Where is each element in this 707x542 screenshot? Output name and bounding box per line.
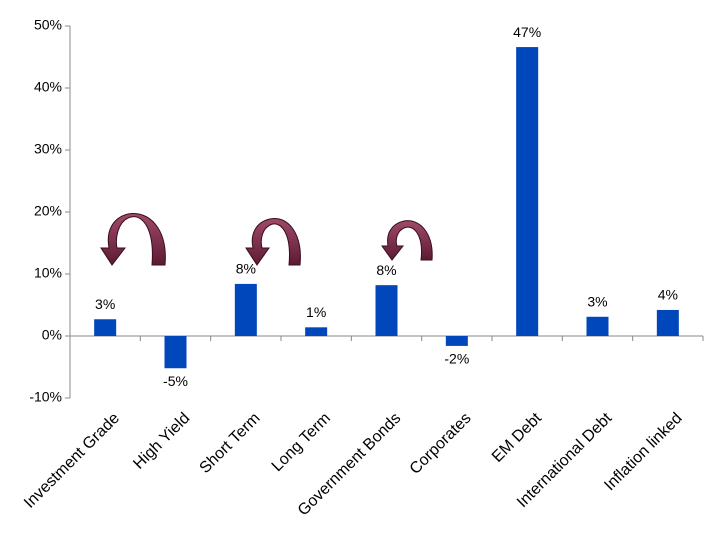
x-tick-label: EM Debt [489,409,545,465]
x-tick-label: Long Term [269,410,334,475]
bar [586,316,609,336]
bar [234,283,257,336]
value-label: -2% [444,351,469,367]
bar [94,319,117,336]
bar [305,327,328,336]
bar [164,336,187,369]
x-tick-label: Short Term [197,410,264,477]
bar [656,309,679,336]
value-label: -5% [163,373,188,389]
y-tick-label: 0% [42,327,62,343]
bar [516,47,539,337]
curved-arrows [100,213,433,266]
y-tick-label: 30% [34,141,62,157]
arrow [245,218,301,266]
value-label: 3% [587,293,607,309]
value-label: 4% [658,287,678,303]
value-label: 8% [376,262,396,278]
y-tick-label: 40% [34,79,62,95]
value-label: 1% [306,304,326,320]
bar [445,336,468,346]
y-tick-label: -10% [29,389,62,405]
arrow [381,220,433,261]
x-tick-label: Corporates [407,410,475,478]
value-label: 47% [513,24,541,40]
x-tick-label: High Yield [130,410,193,473]
y-tick-label: 10% [34,265,62,281]
value-label: 3% [95,296,115,312]
bar [375,285,398,336]
x-tick-label: Investment Grade [21,410,123,512]
y-tick-label: 20% [34,203,62,219]
y-tick-label: 50% [34,17,62,33]
value-label: 8% [236,261,256,277]
arrow [100,213,166,266]
